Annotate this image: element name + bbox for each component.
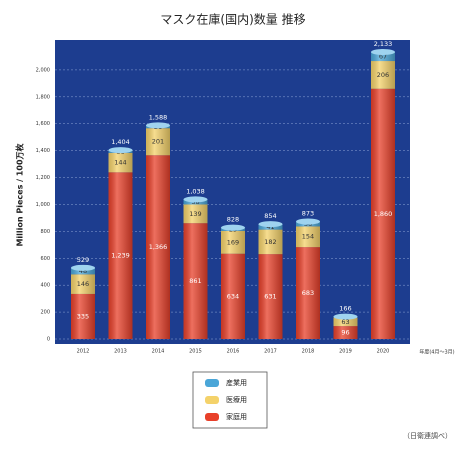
value-label: 154 — [302, 233, 314, 241]
bar-shade — [296, 247, 320, 339]
y-tick-label: 800 — [40, 229, 50, 235]
bar-shade — [221, 253, 245, 339]
x-tick-label: 2016 — [227, 349, 240, 355]
x-tick-label: 2018 — [302, 349, 315, 355]
bar-shade — [258, 254, 283, 339]
bar-shade — [333, 317, 358, 327]
value-label: 146 — [77, 280, 89, 288]
y-tick-label: 0 — [47, 337, 50, 343]
total-label: 873 — [302, 210, 314, 218]
total-label: 1,588 — [149, 113, 168, 121]
value-label: 1,239 — [111, 252, 130, 260]
bar-shade — [71, 293, 95, 339]
value-label: 1,860 — [374, 210, 393, 218]
total-label: 1,404 — [111, 138, 130, 146]
bar-shade — [183, 223, 208, 339]
value-label: 96 — [341, 329, 349, 337]
bar-top — [108, 147, 133, 154]
y-tick-label: 2,000 — [36, 67, 50, 73]
value-label: 139 — [189, 210, 201, 218]
bar-shade — [108, 152, 133, 173]
y-tick-label: 1,800 — [36, 94, 50, 100]
x-tick-label: 2020 — [377, 349, 390, 355]
legend-label: 医療用 — [226, 395, 247, 404]
value-label: 182 — [264, 238, 276, 246]
bar-shade — [333, 326, 358, 339]
x-tick-label: 2015 — [189, 349, 202, 355]
x-tick-label: 2012 — [77, 349, 90, 355]
bar-shade — [296, 226, 320, 248]
bar-shade — [71, 274, 95, 294]
value-label: 335 — [77, 312, 89, 320]
bar-shade — [146, 155, 170, 339]
y-tick-label: 1,000 — [36, 202, 50, 208]
bar-shade — [71, 267, 95, 275]
bar-shade — [108, 172, 133, 339]
x-tick-label: 2017 — [264, 349, 277, 355]
legend-label: 家庭用 — [226, 412, 247, 421]
bar-top — [146, 122, 170, 129]
y-tick-label: 600 — [40, 256, 50, 262]
value-label: 169 — [227, 238, 239, 246]
total-label: 854 — [264, 212, 276, 220]
bar-top — [71, 264, 95, 271]
bar-top — [296, 218, 320, 225]
bar-top — [183, 196, 208, 203]
value-label: 634 — [227, 292, 239, 300]
bar-top — [221, 224, 245, 231]
value-label: 144 — [114, 159, 126, 167]
bar-shade — [146, 128, 170, 156]
chart-title: マスク在庫(国内)数量 推移 — [160, 12, 305, 27]
bar-shade — [371, 61, 395, 89]
total-label: 166 — [339, 305, 351, 313]
x-tick-label: 2019 — [339, 349, 352, 355]
y-tick-label: 200 — [40, 310, 50, 316]
bar-shade — [371, 88, 395, 339]
value-label: 67 — [379, 53, 387, 61]
x-tick-label: 2014 — [152, 349, 165, 355]
value-label: 206 — [377, 71, 389, 79]
total-label: 529 — [77, 256, 89, 264]
value-label: 631 — [264, 293, 276, 301]
y-axis-title: Million Pieces / 100万枚 — [15, 143, 25, 246]
value-label: 63 — [341, 318, 349, 326]
legend-swatch — [205, 396, 219, 404]
value-label: 683 — [302, 289, 314, 297]
value-label: 1,366 — [149, 243, 168, 251]
legend-swatch — [205, 413, 219, 421]
legend-swatch — [205, 379, 219, 387]
value-label: 201 — [152, 138, 164, 146]
value-label: 861 — [189, 277, 201, 285]
x-note: 年度(4月～3月) — [419, 349, 454, 356]
bar-top — [371, 49, 395, 56]
y-tick-label: 1,600 — [36, 121, 50, 127]
bar-shade — [371, 52, 395, 62]
legend-label: 産業用 — [226, 378, 247, 387]
total-label: 1,038 — [186, 187, 205, 195]
y-tick-label: 1,400 — [36, 148, 50, 154]
y-tick-label: 1,200 — [36, 175, 50, 181]
source: （日衛連調べ） — [403, 431, 452, 440]
y-tick-label: 400 — [40, 283, 50, 289]
bar-top — [333, 313, 358, 320]
total-label: 828 — [227, 216, 239, 224]
bar-shade — [221, 230, 245, 254]
bar-top — [258, 221, 283, 228]
bar-shade — [183, 204, 208, 224]
total-label: 2,133 — [374, 40, 393, 48]
bar-shade — [258, 229, 283, 255]
value-label: 48 — [79, 267, 87, 275]
x-tick-label: 2013 — [114, 349, 127, 355]
